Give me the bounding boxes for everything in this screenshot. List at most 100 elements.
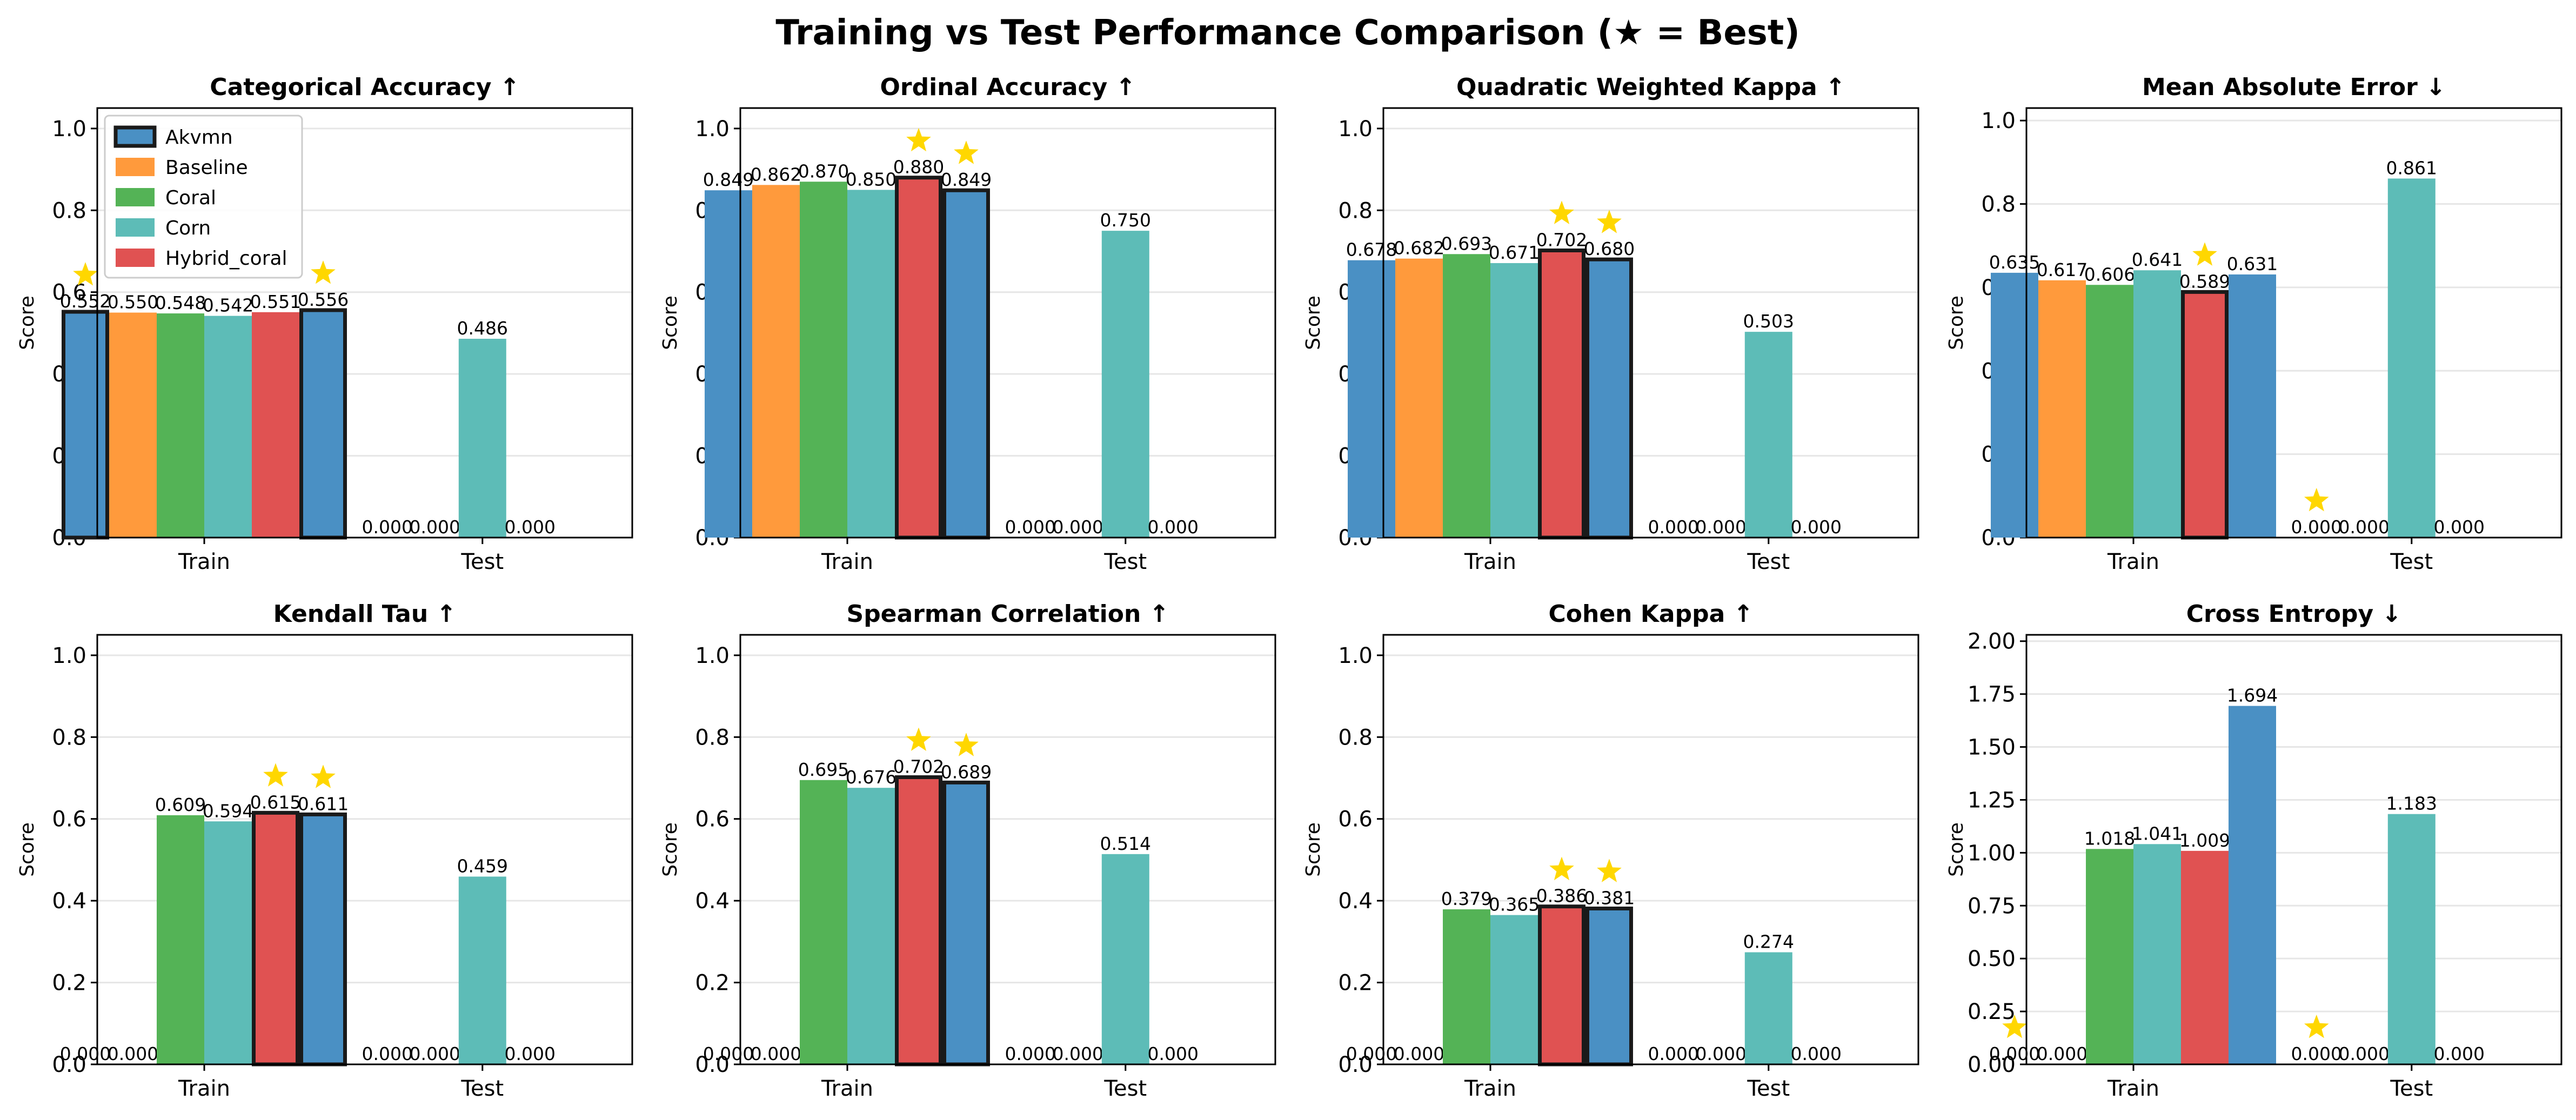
best-star-icon [1549, 856, 1574, 881]
y-tick-label: 0.2 [52, 971, 86, 996]
y-tick-label: 0.4 [1338, 889, 1373, 914]
bar-train-corn [1490, 915, 1538, 1064]
bar-train-akvmn [1348, 260, 1395, 538]
axes-frame [96, 634, 633, 1065]
bar-value-label: 0.000 [505, 1043, 556, 1064]
y-axis-label: Score [1945, 822, 1968, 877]
axes-frame [1382, 634, 1919, 1065]
bar-value-label: 0.000 [1648, 517, 1699, 538]
x-tick-label: Train [2107, 549, 2159, 574]
bar-train-corn [2133, 270, 2181, 538]
y-tick-label: 0.25 [1968, 1000, 2016, 1024]
bar-value-label: 0.682 [1394, 238, 1444, 259]
x-tick-label: Train [821, 549, 873, 574]
bar-value-label: 0.514 [1100, 833, 1151, 854]
panel-5: Spearman Correlation ↑ 0.0 0.2 0.4 0.6 0.8 1.0… [659, 600, 1276, 1101]
y-tick-label: 1.0 [695, 643, 730, 668]
bar-train-hybrid-coral [2181, 290, 2229, 540]
best-star-icon [954, 140, 979, 164]
bar-value-label: 0.702 [893, 756, 944, 777]
x-tick-label: Train [821, 1076, 873, 1101]
x-tick-label: Train [1464, 549, 1516, 574]
bar-train-baseline [109, 312, 157, 538]
y-tick-label: 1.75 [1968, 682, 2016, 707]
bar-train-coral [157, 313, 204, 538]
y-axis-label: Score [1302, 296, 1324, 350]
bar-value-label: 0.678 [1346, 239, 1397, 260]
y-tick-label: 0.6 [695, 807, 730, 832]
axes-frame [2025, 634, 2562, 1065]
axes-frame [96, 107, 633, 539]
y-tick-label: 0.8 [1338, 198, 1373, 223]
bar-value-label: 1.018 [2084, 828, 2135, 849]
bar-value-label: 0.000 [362, 1043, 413, 1064]
bar-train-akvmn [942, 188, 990, 540]
bar-value-label: 0.459 [457, 855, 508, 876]
y-tick-label: 0.8 [1981, 192, 2016, 217]
bar-value-label: 0.641 [2132, 249, 2183, 270]
bar-test-corn [2387, 814, 2436, 1064]
bar-value-label: 0.695 [798, 759, 849, 780]
y-axis-label: Score [659, 822, 681, 877]
bar-train-coral [1443, 254, 1490, 538]
y-tick-label: 1.0 [52, 117, 86, 142]
bar-train-coral [157, 815, 204, 1064]
panels: Categorical Accuracy ↑ 0.0 0.2 0.4 0.6 0.8 1.0… [16, 73, 2562, 1101]
bar-value-label: 0.000 [703, 1043, 754, 1064]
y-tick-label: 0.50 [1968, 947, 2016, 971]
legend-label: Baseline [165, 157, 248, 179]
best-star-icon [2002, 1015, 2027, 1038]
bar-value-label: 0.000 [2339, 517, 2390, 538]
bar-value-label: 0.594 [203, 800, 253, 821]
bar-value-label: 0.000 [1005, 517, 1056, 538]
bar-value-label: 0.000 [362, 517, 413, 538]
bar-train-corn [847, 190, 895, 538]
legend-box [104, 115, 303, 279]
y-tick-label: 0.00 [1968, 1052, 2016, 1077]
bar-value-label: 0.617 [2037, 259, 2087, 280]
bar-value-label: 0.379 [1441, 888, 1492, 909]
axes-frame [739, 634, 1276, 1065]
bar-train-coral [800, 780, 847, 1064]
bar-train-hybrid-coral [895, 176, 942, 540]
x-tick-label: Test [460, 549, 504, 574]
y-axis-label: Score [16, 822, 38, 877]
bar-value-label: 0.000 [2291, 1043, 2342, 1064]
panel-4: Kendall Tau ↑ 0.0 0.2 0.4 0.6 0.8 1.0 Score 0.00… [16, 600, 633, 1101]
bar-value-label: 0.615 [250, 792, 301, 813]
bar-value-label: 0.503 [1743, 311, 1794, 332]
bar-value-label: 0.000 [751, 1043, 801, 1064]
y-tick-label: 1.0 [52, 643, 86, 668]
bar-train-akvmn [942, 780, 990, 1067]
y-tick-label: 1.0 [695, 117, 730, 142]
panel-title: Quadratic Weighted Kappa ↑ [1456, 73, 1845, 101]
bar-value-label: 0.000 [1696, 517, 1747, 538]
bar-value-label: 0.000 [1005, 1043, 1056, 1064]
bar-value-label: 0.550 [108, 292, 158, 313]
legend-label: Hybrid_coral [165, 247, 287, 270]
bar-train-baseline [752, 185, 800, 538]
best-star-icon [1597, 859, 1622, 882]
y-tick-label: 0.8 [52, 725, 86, 750]
best-star-icon [1549, 200, 1574, 224]
y-tick-label: 0.75 [1968, 894, 2016, 918]
bar-train-hybrid-coral [252, 810, 299, 1067]
bar-value-label: 0.551 [250, 291, 301, 312]
bar-test-corn [458, 876, 506, 1064]
bar-value-label: 0.486 [457, 318, 508, 339]
bar-value-label: 0.849 [703, 169, 754, 190]
panel-title: Mean Absolute Error ↓ [2142, 73, 2446, 101]
x-tick-label: Test [1747, 1076, 1790, 1101]
bar-value-label: 0.000 [2434, 517, 2485, 538]
bar-train-akvmn [705, 190, 752, 538]
bar-value-label: 0.000 [410, 517, 460, 538]
bar-value-label: 0.000 [2291, 517, 2342, 538]
best-star-icon [1597, 210, 1622, 233]
bar-train-akvmn [1585, 907, 1633, 1067]
bar-train-akvmn [1991, 272, 2038, 538]
best-star-icon [906, 128, 931, 152]
best-star-icon [73, 262, 98, 286]
y-tick-label: 0.6 [52, 280, 86, 305]
bar-value-label: 0.000 [60, 1043, 111, 1064]
bar-value-label: 0.000 [1648, 1043, 1699, 1064]
